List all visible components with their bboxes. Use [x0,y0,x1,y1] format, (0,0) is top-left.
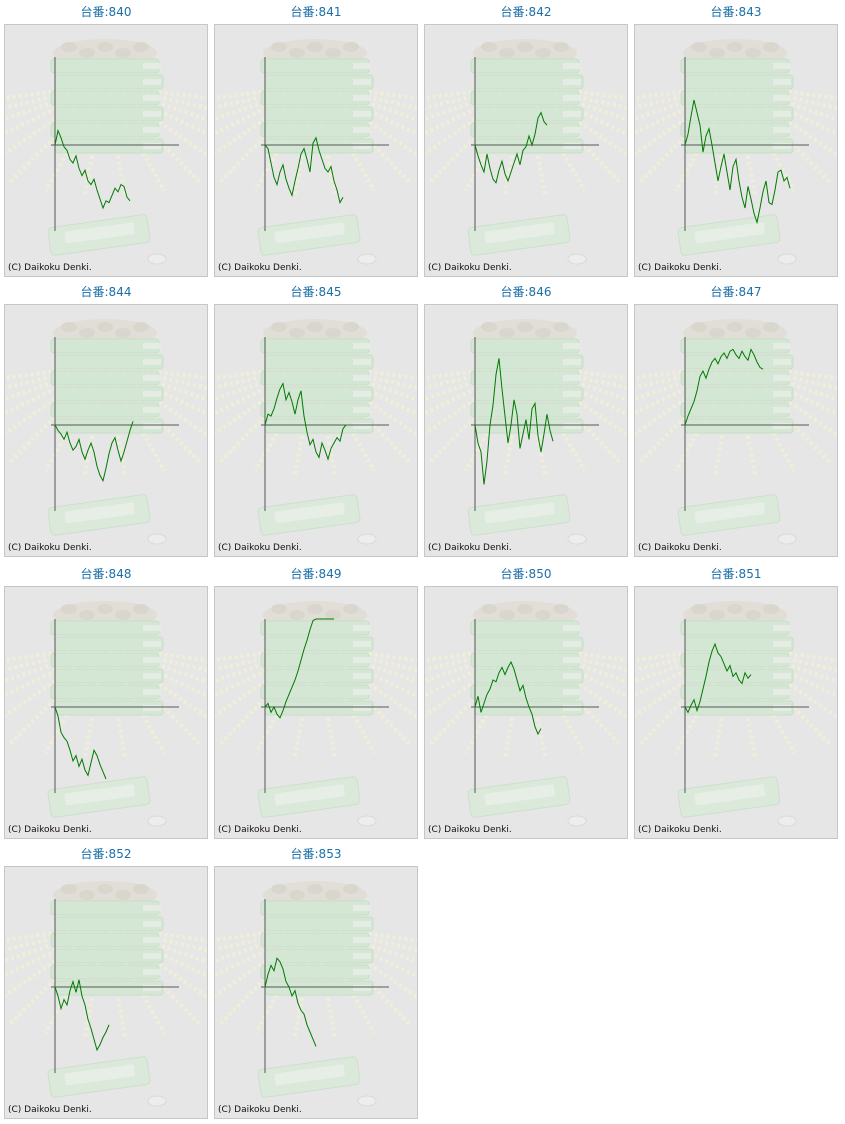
graph-panel: (C) Daikoku Denki. [634,304,838,557]
difference-line [474,358,554,485]
copyright-text: (C) Daikoku Denki. [428,263,512,273]
machine-number-link[interactable]: 台番:853 [290,847,342,861]
machine-illustration [215,319,417,545]
copyright-text: (C) Daikoku Denki. [8,1105,92,1115]
copyright-text: (C) Daikoku Denki. [218,263,302,273]
difference-line [684,348,764,426]
machine-number-link[interactable]: 台番:840 [80,5,132,19]
copyright-text: (C) Daikoku Denki. [428,543,512,553]
copyright-text: (C) Daikoku Denki. [638,825,722,835]
machine-illustration [215,881,417,1107]
machine-illustration [5,881,207,1107]
graph-panel: (C) Daikoku Denki. [4,24,208,277]
machine-illustration [5,601,207,827]
graph-panel: (C) Daikoku Denki. [634,24,838,277]
machine-number-link[interactable]: 台番:851 [710,567,762,581]
slump-graph [215,39,417,265]
slump-graph [215,601,417,827]
machine-number-link[interactable]: 台番:846 [500,285,552,299]
difference-line [264,618,334,719]
slump-graph [5,881,207,1107]
graph-panel: (C) Daikoku Denki. [214,24,418,277]
graph-panel: (C) Daikoku Denki. [4,866,208,1119]
machine-number-link[interactable]: 台番:850 [500,567,552,581]
slump-graph [215,881,417,1107]
machine-number-link[interactable]: 台番:847 [710,285,762,299]
difference-line [474,111,548,184]
slump-graph [425,319,627,545]
copyright-text: (C) Daikoku Denki. [218,1105,302,1115]
slump-graph [5,39,207,265]
graph-panel: (C) Daikoku Denki. [4,304,208,557]
graph-panel: (C) Daikoku Denki. [424,304,628,557]
machine-number-link[interactable]: 台番:842 [500,5,552,19]
graph-panel: (C) Daikoku Denki. [424,24,628,277]
difference-line [474,660,542,736]
slump-graph [425,601,627,827]
difference-line [54,706,107,780]
machine-illustration [425,39,627,265]
difference-line [54,421,134,483]
copyright-text: (C) Daikoku Denki. [638,263,722,273]
difference-line [684,642,752,714]
difference-line [54,979,110,1052]
machine-illustration [215,39,417,265]
slump-graph [215,319,417,545]
graph-panel: (C) Daikoku Denki. [214,866,418,1119]
machine-number-link[interactable]: 台番:841 [290,5,342,19]
graph-panel: (C) Daikoku Denki. [4,586,208,839]
graph-panel: (C) Daikoku Denki. [634,586,838,839]
slump-graph [425,39,627,265]
copyright-text: (C) Daikoku Denki. [8,263,92,273]
machine-illustration [425,601,627,827]
machine-illustration [635,601,837,827]
slump-graph [5,601,207,827]
machine-illustration [635,319,837,545]
graph-panel: (C) Daikoku Denki. [214,304,418,557]
slump-graph [635,601,837,827]
machine-illustration [5,39,207,265]
difference-line [264,382,347,461]
machine-number-link[interactable]: 台番:843 [710,5,762,19]
difference-line [264,136,344,204]
machine-number-link[interactable]: 台番:849 [290,567,342,581]
machine-number-link[interactable]: 台番:845 [290,285,342,299]
difference-line [54,128,131,210]
copyright-text: (C) Daikoku Denki. [638,543,722,553]
slump-graph [635,319,837,545]
copyright-text: (C) Daikoku Denki. [218,543,302,553]
difference-line [264,957,317,1047]
copyright-text: (C) Daikoku Denki. [428,825,512,835]
graph-panel: (C) Daikoku Denki. [214,586,418,839]
copyright-text: (C) Daikoku Denki. [218,825,302,835]
graph-panel: (C) Daikoku Denki. [424,586,628,839]
machine-number-link[interactable]: 台番:848 [80,567,132,581]
machine-number-link[interactable]: 台番:844 [80,285,132,299]
slump-graph [635,39,837,265]
machine-illustration [5,319,207,545]
copyright-text: (C) Daikoku Denki. [8,543,92,553]
slump-graph [5,319,207,545]
machine-illustration [425,319,627,545]
machine-number-link[interactable]: 台番:852 [80,847,132,861]
machine-illustration [635,39,837,265]
machine-illustration [215,601,417,827]
copyright-text: (C) Daikoku Denki. [8,825,92,835]
difference-line [684,99,791,225]
